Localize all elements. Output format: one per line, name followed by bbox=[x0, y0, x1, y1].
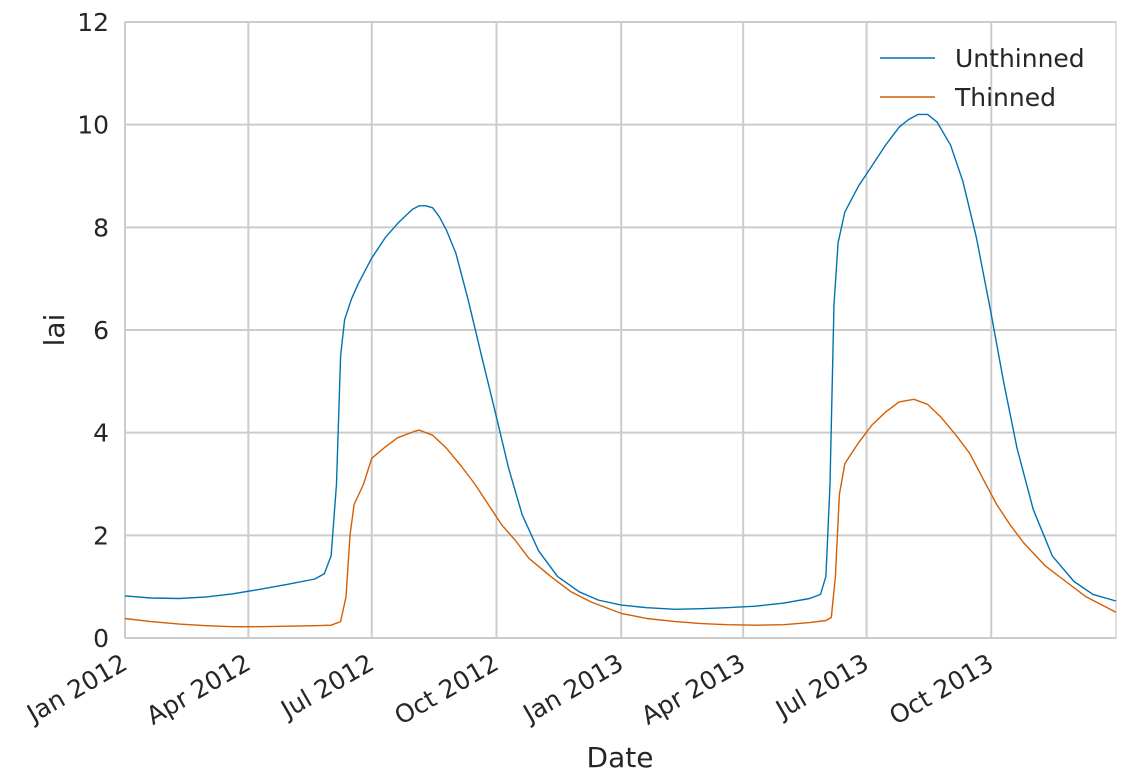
x-tick-label: Jan 2013 bbox=[517, 648, 629, 729]
x-tick-label: Oct 2013 bbox=[884, 648, 998, 731]
legend-label-thinned: Thinned bbox=[954, 83, 1056, 112]
series-layer bbox=[124, 113, 1117, 628]
legend-label-unthinned: Unthinned bbox=[955, 44, 1085, 73]
y-tick-labels: 0 2 4 6 8 10 12 bbox=[77, 8, 109, 653]
x-tick-label: Apr 2012 bbox=[141, 648, 255, 731]
x-tick-label: Jul 2013 bbox=[769, 648, 873, 725]
plot-frame bbox=[124, 21, 1117, 639]
y-axis-label: lai bbox=[38, 314, 71, 347]
y-tick-label: 0 bbox=[93, 624, 109, 653]
y-tick-label: 4 bbox=[93, 419, 109, 448]
x-tick-labels: Jan 2012 Apr 2012 Jul 2012 Oct 2012 Jan 2013… bbox=[20, 648, 998, 731]
y-tick-label: 6 bbox=[93, 316, 109, 345]
y-tick-label: 2 bbox=[93, 521, 109, 550]
y-tick-label: 10 bbox=[77, 111, 109, 140]
x-tick-label: Oct 2012 bbox=[390, 648, 504, 731]
x-tick-label: Apr 2013 bbox=[636, 648, 750, 731]
gridlines bbox=[124, 21, 1116, 639]
series-line-unthinned bbox=[124, 113, 1117, 610]
x-tick-label: Jul 2012 bbox=[274, 648, 378, 725]
series-line-thinned bbox=[124, 398, 1117, 628]
legend: Unthinned Thinned bbox=[880, 44, 1085, 112]
x-axis-label: Date bbox=[587, 741, 654, 774]
y-tick-label: 12 bbox=[77, 8, 109, 37]
y-tick-label: 8 bbox=[93, 213, 109, 242]
x-tick-label: Jan 2012 bbox=[20, 648, 132, 729]
